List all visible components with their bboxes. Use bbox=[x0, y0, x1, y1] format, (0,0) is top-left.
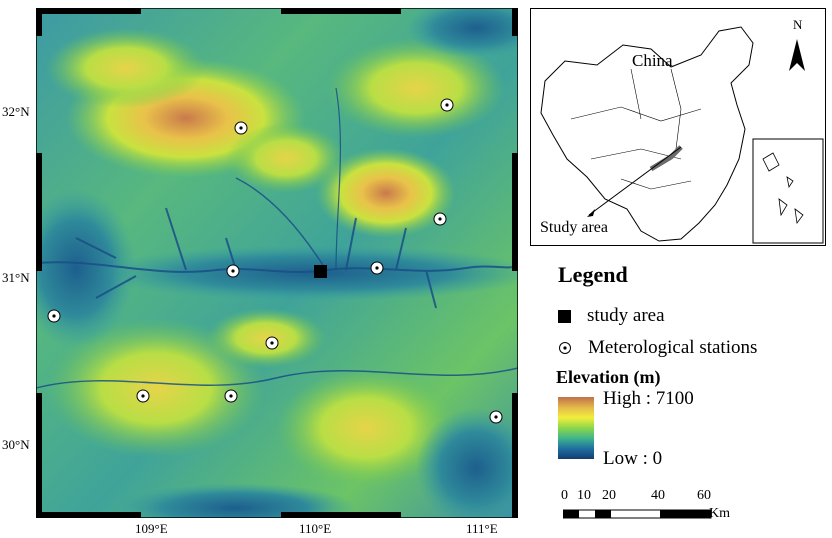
elevation-high-label: High : 7100 bbox=[603, 388, 694, 409]
legend-item-study-area: study area bbox=[558, 305, 665, 327]
station-marker[interactable] bbox=[489, 410, 503, 424]
elevation-color-ramp bbox=[558, 397, 594, 459]
station-marker[interactable] bbox=[440, 98, 454, 112]
scale-bar bbox=[563, 509, 712, 519]
lon-label-111e: 111°E bbox=[466, 521, 498, 536]
legend-study-area-label: study area bbox=[587, 305, 665, 326]
north-label: N bbox=[793, 17, 803, 32]
study-area-marker[interactable] bbox=[314, 265, 327, 278]
lon-label-109e: 109°E bbox=[135, 521, 168, 536]
station-marker[interactable] bbox=[433, 212, 447, 226]
station-marker[interactable] bbox=[234, 121, 248, 135]
lon-label-110e: 110°E bbox=[299, 521, 332, 536]
scale-unit-label: Km bbox=[709, 506, 730, 521]
lat-label-31n: 31°N bbox=[2, 270, 30, 285]
station-marker[interactable] bbox=[224, 389, 238, 403]
legend-title: Legend bbox=[558, 262, 628, 287]
scale-tick-label: 10 bbox=[577, 488, 591, 503]
scale-tick-label: 20 bbox=[602, 488, 616, 503]
station-marker[interactable] bbox=[370, 261, 384, 275]
china-inset-map[interactable]: China N Study area bbox=[530, 8, 826, 246]
elevation-map[interactable] bbox=[36, 8, 518, 518]
meteorological-stations bbox=[47, 98, 503, 424]
station-marker[interactable] bbox=[136, 389, 150, 403]
lat-label-30n: 30°N bbox=[2, 437, 30, 452]
station-marker[interactable] bbox=[47, 309, 61, 323]
station-icon bbox=[559, 342, 571, 354]
station-marker[interactable] bbox=[226, 264, 240, 278]
north-arrow-icon bbox=[789, 39, 805, 71]
inset-country-label: China bbox=[632, 51, 673, 70]
china-outline bbox=[540, 26, 824, 244]
scale-tick-label: 0 bbox=[561, 488, 568, 503]
elevation-legend-title: Elevation (m) bbox=[556, 367, 661, 387]
inset-study-area-label: Study area bbox=[540, 219, 608, 236]
elevation-low-label: Low : 0 bbox=[603, 448, 663, 469]
legend-stations-label: Meterological stations bbox=[588, 337, 758, 358]
station-marker[interactable] bbox=[265, 336, 279, 350]
lat-label-32n: 32°N bbox=[2, 104, 30, 119]
scale-tick-label: 60 bbox=[697, 488, 711, 503]
scale-tick-label: 40 bbox=[651, 488, 665, 503]
square-icon bbox=[558, 309, 571, 323]
map-frame bbox=[36, 8, 518, 518]
legend-item-stations: Meterological stations bbox=[558, 337, 757, 359]
